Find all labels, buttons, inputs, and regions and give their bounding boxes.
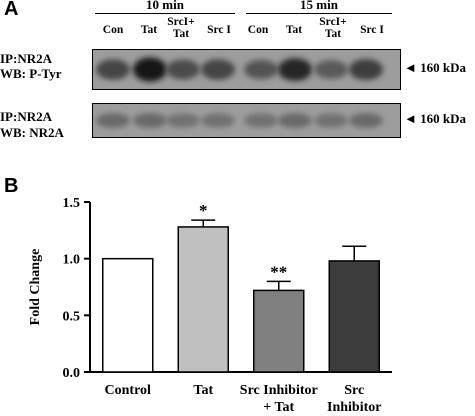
blot1-image bbox=[92, 49, 401, 90]
blot-band bbox=[133, 57, 167, 82]
significance-marker: * bbox=[199, 201, 208, 220]
blot-band bbox=[349, 113, 383, 128]
blot-band bbox=[96, 59, 130, 80]
blot-band bbox=[244, 113, 278, 128]
blot1-ip-label: IP:NR2A bbox=[0, 51, 52, 66]
blot2-ip-label: IP:NR2A bbox=[0, 109, 52, 124]
lane-label: SrcI+ Tat bbox=[319, 16, 347, 40]
lane-label: Con bbox=[247, 24, 269, 36]
panel-a-letter: A bbox=[4, 0, 19, 20]
blot2-image bbox=[92, 103, 401, 138]
bar bbox=[102, 257, 154, 373]
lane-label: Src I bbox=[360, 24, 384, 36]
blot-band bbox=[314, 113, 348, 128]
blot2-marker: ◄ 160 kDa bbox=[404, 111, 466, 126]
y-axis-label: Fold Change bbox=[28, 249, 43, 326]
y-tick-label: 1.5 bbox=[63, 196, 81, 211]
lane-label: Tat bbox=[140, 24, 158, 36]
lane-label: Con bbox=[102, 24, 124, 36]
x-tick-label: Src Inhibitor bbox=[327, 383, 381, 415]
blot-band bbox=[166, 59, 200, 80]
significance-marker: ** bbox=[270, 262, 287, 281]
panel-b-letter: B bbox=[4, 175, 19, 197]
time-label-15min: 15 min bbox=[300, 0, 338, 12]
blot-band bbox=[278, 58, 312, 81]
y-tick-label: 0.0 bbox=[63, 366, 81, 381]
lane-label: Src I bbox=[207, 24, 231, 36]
blot2-bands bbox=[96, 113, 383, 128]
blot-band bbox=[166, 113, 200, 128]
bar bbox=[253, 289, 305, 373]
time-bracket-10min bbox=[95, 13, 235, 14]
blot1-marker: ◄ 160 kDa bbox=[404, 60, 466, 75]
bar-chart: 0.0 0.5 1.0 1.5 Fold Change Control * Tat ** Src … bbox=[28, 196, 392, 415]
blot-band bbox=[278, 113, 312, 128]
bar bbox=[328, 260, 380, 373]
blot-band bbox=[201, 59, 235, 80]
x-tick-label: Src Inhibitor + Tat bbox=[240, 383, 318, 415]
blot-band bbox=[314, 60, 348, 79]
time-label-10min: 10 min bbox=[146, 0, 184, 12]
blot-band bbox=[244, 59, 278, 80]
blot-band bbox=[201, 113, 235, 128]
x-tick-label: Tat bbox=[193, 383, 213, 398]
y-tick-label: 0.5 bbox=[63, 309, 81, 324]
blot1-bands bbox=[96, 57, 383, 82]
bar bbox=[177, 226, 229, 373]
blot-band bbox=[349, 58, 383, 81]
blot-band bbox=[133, 113, 167, 128]
time-bracket-15min bbox=[246, 13, 392, 14]
lane-label: Tat bbox=[285, 24, 303, 36]
blot2-wb-label: WB: NR2A bbox=[0, 125, 64, 140]
blot-band bbox=[96, 113, 130, 128]
x-tick-label: Control bbox=[105, 383, 152, 398]
blot1-wb-label: WB: P-Tyr bbox=[0, 66, 62, 81]
lane-label: SrcI+ Tat bbox=[167, 16, 195, 40]
y-tick-label: 1.0 bbox=[63, 253, 81, 268]
